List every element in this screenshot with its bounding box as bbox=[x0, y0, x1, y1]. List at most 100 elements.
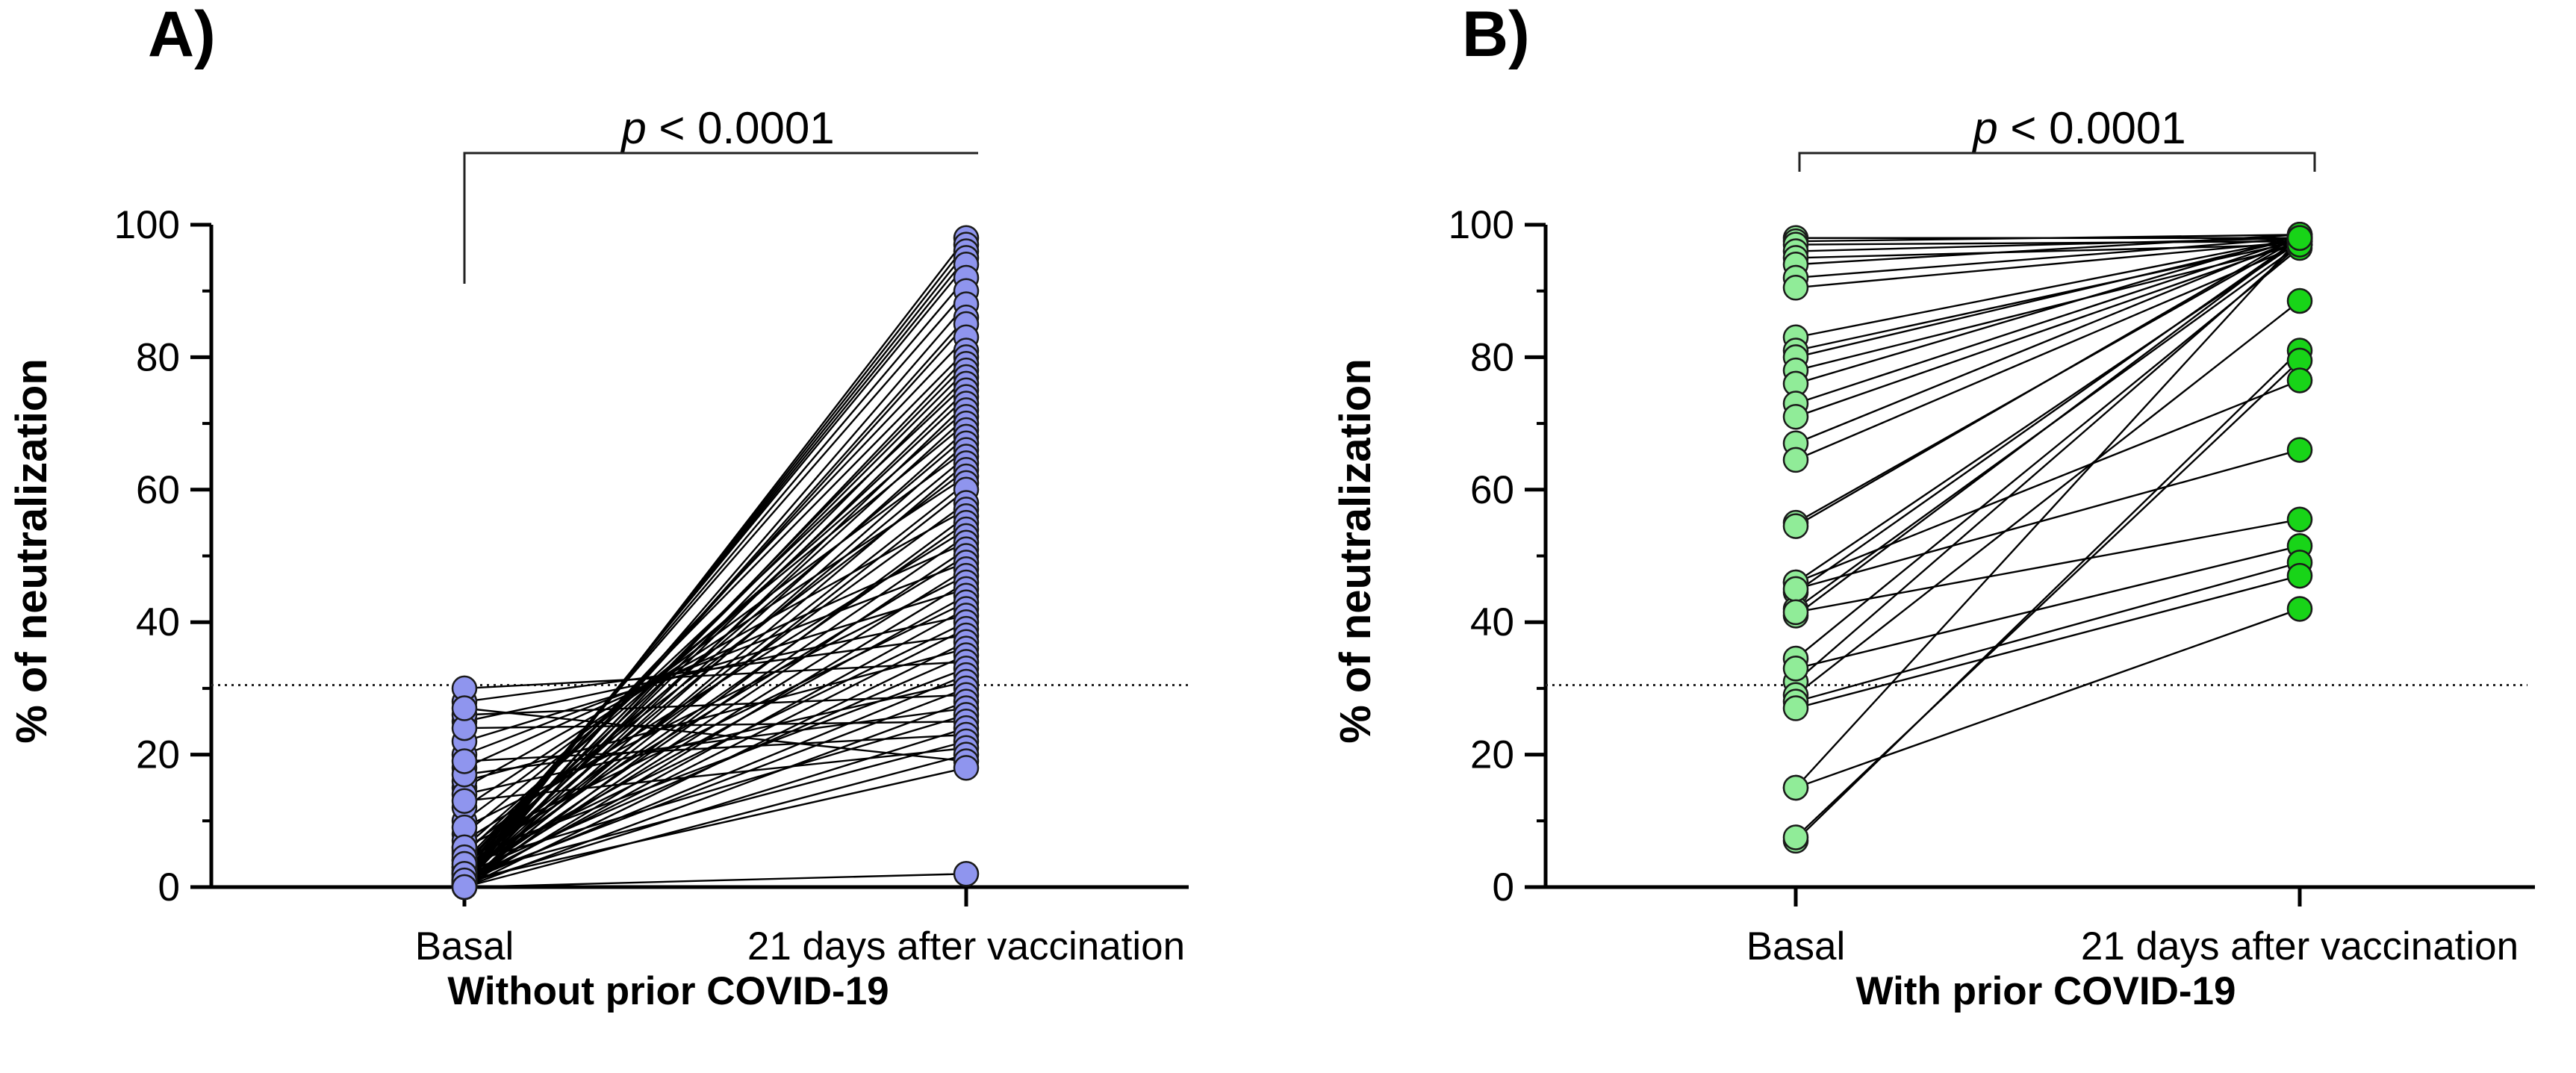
panel-b-pair-line bbox=[1795, 608, 2300, 789]
panel-a-pair-line bbox=[464, 694, 967, 716]
panel-b-pair-line bbox=[1795, 449, 2300, 591]
panel-b-y-tick-label: 60 bbox=[1470, 468, 1514, 512]
panel-a-point-after bbox=[953, 755, 980, 781]
panel-b-point-basal bbox=[1782, 695, 1809, 721]
panel-b-pair-line bbox=[1795, 234, 2300, 243]
panel-a-pair-line bbox=[464, 753, 967, 889]
panel-a-y-tick-label: 40 bbox=[136, 600, 180, 644]
panel-a-pvalue-rest: < 0.0001 bbox=[647, 103, 835, 153]
panel-b-pair-line bbox=[1795, 562, 2300, 703]
panel-a-pair-line bbox=[464, 541, 967, 769]
panel-a-xtitle: Without prior COVID-19 bbox=[447, 969, 889, 1013]
panel-b-y-tick-label: 20 bbox=[1470, 733, 1514, 777]
panel-b-point-basal bbox=[1782, 403, 1809, 430]
panel-b-pair-line bbox=[1795, 237, 2300, 358]
panel-a-point-basal bbox=[451, 874, 478, 901]
panel-a-pair-line bbox=[464, 529, 967, 842]
panel-a-pair-line bbox=[464, 661, 967, 690]
panel-b-point-after bbox=[2286, 437, 2313, 463]
panel-a-point-basal bbox=[451, 748, 478, 774]
panel-b-point-basal bbox=[1782, 824, 1809, 850]
panel-a-pair-line bbox=[464, 727, 967, 885]
panel-b-point-after bbox=[2286, 596, 2313, 622]
panel-a-pair-line bbox=[464, 707, 967, 776]
panel-a-pair-lines bbox=[464, 237, 967, 889]
panel-b-pair-line bbox=[1795, 237, 2300, 279]
panel-a-plot: 0 20 40 60 80 100 bbox=[114, 152, 1189, 909]
panel-b-xtitle: With prior COVID-19 bbox=[1856, 969, 2236, 1013]
panel-b-point-basal bbox=[1782, 656, 1809, 682]
panel-a-pair-line bbox=[464, 237, 967, 888]
panel-a-pair-line bbox=[464, 555, 967, 862]
panel-a-pair-line bbox=[464, 700, 967, 889]
panel-b-plot: 0 20 40 60 80 100 bbox=[1449, 152, 2535, 909]
panel-a-cat-after: 21 days after vaccination bbox=[747, 924, 1185, 968]
panel-b-ylabel: % of neutralization bbox=[1331, 358, 1380, 744]
panel-b-cat-basal: Basal bbox=[1746, 924, 1846, 968]
panel-b-point-after bbox=[2286, 367, 2313, 394]
panel-b-pair-line bbox=[1795, 379, 2300, 584]
panel-b-y-tick-label: 0 bbox=[1493, 865, 1514, 909]
panel-a-y-tick-label: 60 bbox=[136, 468, 180, 512]
panel-b-point-basal bbox=[1782, 275, 1809, 301]
panel-b-pair-line bbox=[1795, 237, 2300, 789]
panel-b-pair-line bbox=[1795, 237, 2300, 444]
panel-b-pair-line bbox=[1795, 545, 2300, 670]
panel-a-pair-line bbox=[464, 482, 967, 878]
panel-a: A) % of neutralization Without prior COV… bbox=[7, 0, 1189, 1013]
panel-a-pair-line bbox=[464, 634, 967, 703]
panel-b-y-tick-label: 80 bbox=[1470, 335, 1514, 379]
panel-a-significance-bracket bbox=[463, 152, 978, 284]
panel-a-point-basal bbox=[451, 695, 478, 721]
panel-b-pvalue-p: p bbox=[1971, 103, 1997, 153]
panel-b-point-after bbox=[2286, 287, 2313, 314]
panel-a-ylabel: % of neutralization bbox=[7, 358, 56, 744]
panel-b-pair-line bbox=[1795, 243, 2300, 682]
panel-a-pvalue-p: p bbox=[620, 103, 646, 153]
panel-b-points bbox=[1782, 222, 2313, 854]
panel-a-pair-line bbox=[464, 747, 967, 802]
panel-b-pair-line bbox=[1795, 237, 2300, 594]
panel-a-pair-line bbox=[464, 562, 967, 756]
panel-a-pair-line bbox=[464, 654, 967, 875]
panel-a-pair-line bbox=[464, 707, 967, 762]
panel-b-point-after bbox=[2286, 506, 2313, 532]
panel-a-pair-line bbox=[464, 423, 967, 835]
panel-b-point-basal bbox=[1782, 774, 1809, 801]
panel-a-y-tick-label: 0 bbox=[158, 865, 180, 909]
panel-b-pair-lines bbox=[1795, 234, 2300, 842]
panel-a-y-tick-label: 80 bbox=[136, 335, 180, 379]
panel-b-pair-line bbox=[1795, 237, 2300, 338]
panel-b-pair-line bbox=[1795, 240, 2300, 246]
panel-a-points bbox=[451, 225, 980, 901]
panel-b-pair-line bbox=[1795, 243, 2300, 461]
panel-b-pair-line bbox=[1795, 237, 2300, 405]
panel-b-pair-line bbox=[1795, 240, 2300, 583]
panel-a-pair-line bbox=[464, 721, 967, 730]
panel-b: B) % of neutralization With prior COVID-… bbox=[1331, 0, 2535, 1013]
panel-b-letter: B) bbox=[1462, 0, 1530, 70]
panel-a-pair-line bbox=[464, 575, 967, 829]
panel-b-pvalue: p < 0.0001 bbox=[1971, 103, 2185, 153]
panel-b-pvalue-rest: < 0.0001 bbox=[1998, 103, 2186, 153]
panel-a-letter: A) bbox=[148, 0, 216, 70]
panel-b-y-tick-label: 100 bbox=[1449, 203, 1514, 247]
panel-a-pair-line bbox=[464, 243, 967, 885]
panel-b-y-tick-label: 40 bbox=[1470, 600, 1514, 644]
panel-b-pair-line bbox=[1795, 234, 2300, 527]
panel-a-pair-line bbox=[464, 476, 967, 809]
panel-a-point-after bbox=[953, 861, 980, 887]
panel-b-point-after bbox=[2286, 225, 2313, 251]
panel-a-pair-line bbox=[464, 733, 967, 762]
panel-b-pair-line bbox=[1795, 574, 2300, 709]
panel-a-pair-line bbox=[464, 290, 967, 868]
panel-a-pair-line bbox=[464, 508, 967, 789]
panel-b-pair-line bbox=[1795, 240, 2300, 289]
panel-a-y-tick-label: 100 bbox=[114, 203, 180, 247]
panel-a-point-basal bbox=[451, 788, 478, 814]
panel-b-point-basal bbox=[1782, 447, 1809, 473]
panel-a-pair-line bbox=[464, 680, 967, 795]
panel-a-cat-basal: Basal bbox=[415, 924, 514, 968]
panel-b-pair-line bbox=[1795, 243, 2300, 259]
